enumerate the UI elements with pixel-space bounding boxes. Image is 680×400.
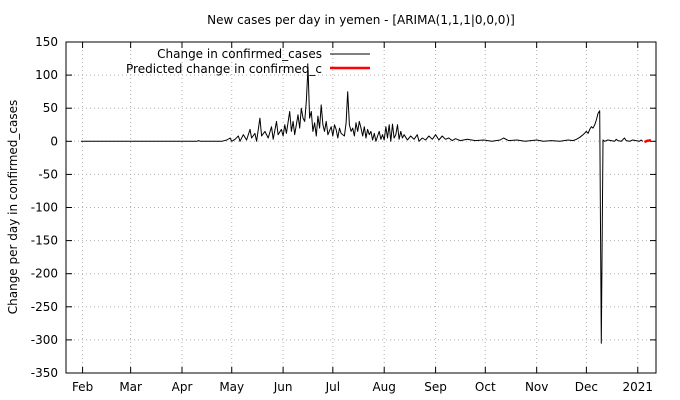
y-tick-label: -200 (31, 267, 58, 281)
y-axis-label: Change per day in confirmed_cases (6, 100, 20, 315)
y-tick-label: -100 (31, 201, 58, 215)
x-tick-label: Oct (475, 380, 496, 394)
y-tick-label: 0 (50, 134, 58, 148)
y-tick-label: -250 (31, 300, 58, 314)
series-lines (80, 66, 652, 344)
x-tick-label: Apr (172, 380, 193, 394)
y-tick-label: -300 (31, 333, 58, 347)
x-tick-label: Dec (575, 380, 598, 394)
y-tick-label: 150 (35, 35, 58, 49)
legend-label-1: Predicted change in confirmed_c (126, 62, 322, 76)
x-tick-label: Nov (525, 380, 548, 394)
x-tick-label: May (219, 380, 244, 394)
y-tick-label: -350 (31, 366, 58, 380)
x-axis: Feb Mar Apr May Jun Jul Aug Sep Oct Nov Dec 2021 (72, 42, 653, 394)
plot-frame (65, 41, 657, 374)
x-tick-label: Sep (424, 380, 447, 394)
x-tick-label: 2021 (622, 380, 653, 394)
x-tick-label: Feb (72, 380, 93, 394)
y-tick-label: 100 (35, 68, 58, 82)
legend: Change in confirmed_cases Predicted chan… (126, 47, 370, 76)
x-tick-label: Jul (325, 380, 340, 394)
x-tick-label: Jun (273, 380, 293, 394)
legend-label-0: Change in confirmed_cases (157, 47, 322, 61)
y-tick-label: -50 (38, 167, 58, 181)
x-tick-label: Mar (119, 380, 142, 394)
series-line-0 (80, 66, 644, 344)
y-axis: 150 100 50 0 -50 -100 -150 -200 -250 -300 -350 (31, 35, 656, 380)
grid-lines (66, 42, 656, 373)
y-tick-label: -150 (31, 234, 58, 248)
x-tick-label: Aug (372, 380, 395, 394)
chart-title: New cases per day in yemen - [ARIMA(1,1,… (207, 13, 515, 27)
y-tick-label: 50 (43, 101, 58, 115)
series-line-1 (643, 138, 652, 144)
